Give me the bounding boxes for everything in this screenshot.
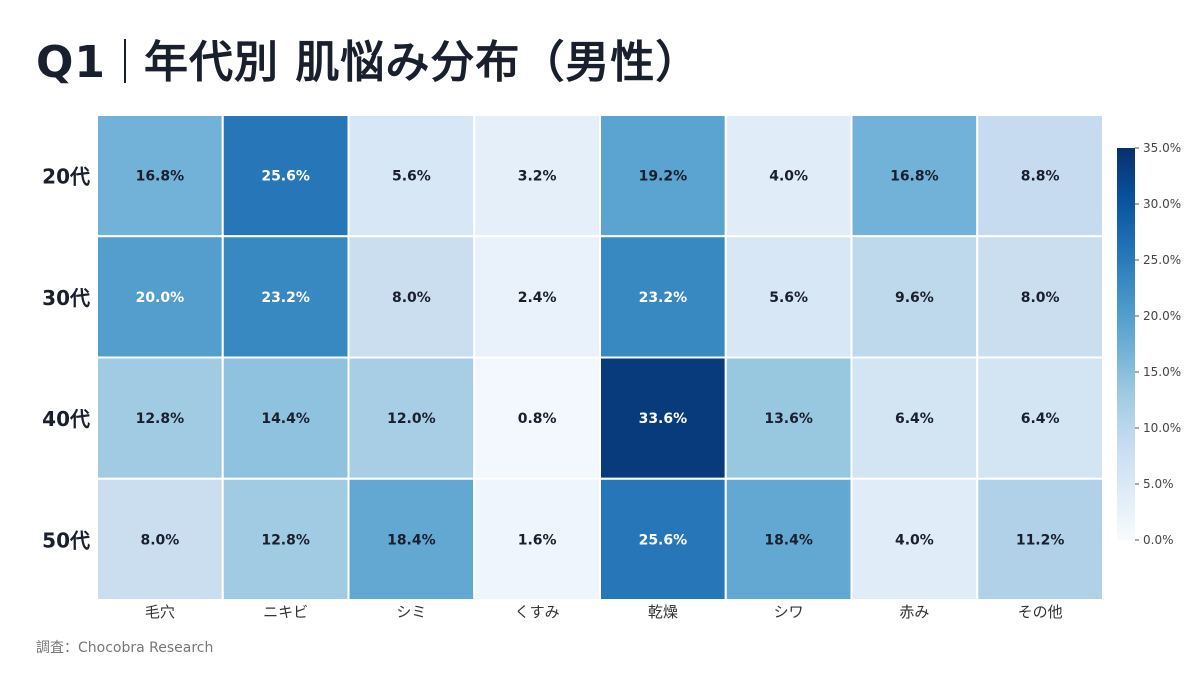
cell-value-label: 20.0%	[136, 290, 185, 306]
heatmap-cell	[724, 114, 853, 238]
colorbar-tick-label: 35.0%	[1143, 141, 1181, 155]
cell-value-label: 25.6%	[639, 532, 688, 548]
cell-value-label: 18.4%	[764, 532, 813, 548]
cell-value-label: 5.6%	[392, 169, 431, 185]
cell-value-label: 3.2%	[518, 169, 557, 185]
row-label: 30代	[42, 286, 90, 310]
column-label: 赤み	[899, 603, 929, 621]
cell-value-label: 8.8%	[1021, 169, 1060, 185]
cell-value-label: 5.6%	[769, 290, 808, 306]
heatmap-cell	[724, 235, 853, 359]
heatmap-cell	[850, 477, 979, 601]
heatmap-cell	[976, 235, 1104, 359]
cell-value-label: 12.8%	[136, 411, 185, 427]
heatmap-cell	[976, 356, 1104, 480]
title-prefix: Q1	[36, 37, 107, 88]
heatmap-cell	[473, 356, 601, 480]
cell-value-label: 23.2%	[639, 290, 688, 306]
heatmap-cell	[221, 114, 350, 238]
heatmap-cell	[850, 356, 979, 480]
column-label: シミ	[396, 603, 426, 621]
heatmap-cell	[221, 477, 350, 601]
cell-value-label: 25.6%	[261, 169, 310, 185]
cell-value-label: 33.6%	[639, 411, 688, 427]
source-note: 調査：Chocobra Research	[36, 640, 214, 656]
title-divider	[124, 39, 127, 83]
heatmap-cell	[599, 477, 727, 601]
heatmap-cell	[599, 114, 727, 238]
cell-value-label: 13.6%	[764, 411, 813, 427]
column-label: くすみ	[515, 603, 560, 621]
cell-value-label: 4.0%	[769, 169, 808, 185]
heatmap-cell	[347, 356, 476, 480]
cell-value-label: 16.8%	[136, 169, 185, 185]
heatmap-cell	[724, 477, 853, 601]
heatmap-cell	[96, 114, 224, 238]
colorbar-tick-label: 15.0%	[1143, 365, 1181, 379]
heatmap-cell	[850, 235, 979, 359]
cell-value-label: 4.0%	[895, 532, 934, 548]
cell-value-label: 6.4%	[1021, 411, 1060, 427]
column-label: 乾燥	[648, 603, 678, 621]
colorbar	[1117, 148, 1135, 540]
column-label: 毛穴	[145, 603, 175, 621]
colorbar-tick-label: 5.0%	[1143, 477, 1174, 491]
cell-value-label: 0.8%	[518, 411, 557, 427]
colorbar-tick-label: 10.0%	[1143, 421, 1181, 435]
cell-value-label: 14.4%	[261, 411, 310, 427]
title-text: 年代別 肌悩み分布（男性）	[144, 37, 701, 88]
cell-value-label: 11.2%	[1016, 532, 1065, 548]
cell-value-label: 8.0%	[140, 532, 179, 548]
heatmap-cell	[96, 477, 224, 601]
heatmap-cell	[724, 356, 853, 480]
heatmap-cell	[96, 235, 224, 359]
colorbar-tick-label: 0.0%	[1143, 533, 1174, 547]
heatmap-cell	[221, 235, 350, 359]
cell-value-label: 18.4%	[387, 532, 436, 548]
cell-value-label: 9.6%	[895, 290, 934, 306]
cell-value-label: 23.2%	[261, 290, 310, 306]
row-label: 40代	[42, 407, 90, 431]
cell-value-label: 8.0%	[1021, 290, 1060, 306]
cell-value-label: 8.0%	[392, 290, 431, 306]
colorbar-tick-label: 25.0%	[1143, 253, 1181, 267]
column-label: その他	[1018, 603, 1063, 621]
cell-value-label: 12.0%	[387, 411, 436, 427]
cell-value-label: 16.8%	[890, 169, 939, 185]
cell-value-label: 6.4%	[895, 411, 934, 427]
heatmap-cell	[347, 114, 476, 238]
colorbar-tick-label: 20.0%	[1143, 309, 1181, 323]
column-label: シワ	[774, 603, 804, 621]
heatmap-cell	[347, 235, 476, 359]
cell-value-label: 12.8%	[261, 532, 310, 548]
heatmap-cell	[599, 356, 727, 480]
row-label: 20代	[42, 165, 90, 189]
row-label: 50代	[42, 528, 90, 552]
colorbar-tick-label: 30.0%	[1143, 197, 1181, 211]
cell-value-label: 2.4%	[518, 290, 557, 306]
column-label: ニキビ	[263, 603, 308, 621]
cell-value-label: 1.6%	[518, 532, 557, 548]
heatmap-cell	[599, 235, 727, 359]
cell-value-label: 19.2%	[639, 169, 688, 185]
heatmap-cell	[473, 235, 601, 359]
page-title: Q1 年代別 肌悩み分布（男性）	[36, 26, 700, 90]
heatmap-cell	[976, 477, 1104, 601]
heatmap-cell	[96, 356, 224, 480]
